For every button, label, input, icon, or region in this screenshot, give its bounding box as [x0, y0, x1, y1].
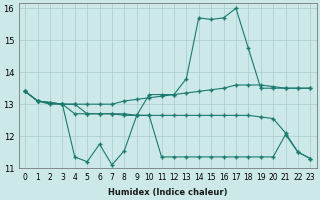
X-axis label: Humidex (Indice chaleur): Humidex (Indice chaleur) [108, 188, 228, 197]
